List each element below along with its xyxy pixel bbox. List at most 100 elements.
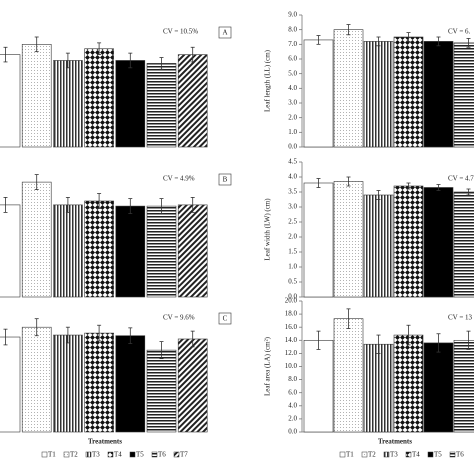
legend-label: T6 bbox=[456, 451, 464, 459]
legend-label: T2 bbox=[368, 451, 376, 459]
legend-swatch bbox=[151, 451, 158, 458]
bar bbox=[115, 60, 146, 148]
bar bbox=[53, 334, 83, 433]
annotation: CV = 9.6% bbox=[163, 314, 195, 322]
annotation: CV = 13 bbox=[448, 314, 473, 322]
legend-swatch bbox=[339, 451, 346, 458]
bar bbox=[393, 36, 424, 148]
y-tick-label: 0.5 bbox=[288, 278, 297, 286]
bar bbox=[84, 332, 114, 433]
panel-label-box bbox=[218, 26, 232, 39]
bar bbox=[115, 205, 146, 298]
bar bbox=[146, 63, 177, 148]
legend-label: T1 bbox=[346, 451, 354, 459]
y-tick-label: 4.0 bbox=[288, 84, 297, 92]
y-tick-label: 0.0 bbox=[288, 143, 297, 151]
bar bbox=[0, 54, 21, 148]
y-tick-label: 1.0 bbox=[288, 263, 297, 271]
legend-swatch bbox=[85, 451, 92, 458]
annotation: CV = 6. bbox=[448, 28, 471, 36]
bar bbox=[53, 60, 83, 148]
bar bbox=[177, 204, 208, 298]
legend-label: T4 bbox=[114, 451, 122, 459]
bar bbox=[423, 41, 454, 148]
y-tick-label: 6.0 bbox=[288, 55, 297, 63]
y-tick-label: 3.0 bbox=[288, 99, 297, 107]
y-tick-label: 0.0 bbox=[288, 293, 297, 301]
annotation: CV = 4.9% bbox=[163, 175, 195, 183]
y-tick-label: 2.0 bbox=[288, 233, 297, 241]
panel-label-box bbox=[218, 173, 232, 186]
legend-swatch bbox=[129, 451, 136, 458]
annotation: CV = 10.5% bbox=[163, 28, 198, 36]
y-tick-label: 0.0 bbox=[288, 428, 297, 436]
y-tick-label: 1.5 bbox=[288, 248, 297, 256]
legend-swatch bbox=[107, 451, 114, 458]
bar bbox=[333, 181, 364, 298]
y-tick-label: 4.0 bbox=[288, 401, 297, 409]
y-tick-label: 8.0 bbox=[288, 375, 297, 383]
bar bbox=[363, 194, 394, 298]
y-tick-label: 1.0 bbox=[288, 128, 297, 136]
legend-label: T5 bbox=[136, 451, 144, 459]
legend-swatch bbox=[405, 451, 412, 458]
y-tick-label: 4.5 bbox=[288, 158, 297, 166]
legend-swatch bbox=[173, 451, 180, 458]
bar bbox=[177, 338, 208, 433]
legend-label: T4 bbox=[412, 451, 420, 459]
legend-swatch bbox=[63, 451, 70, 458]
y-tick-label: 3.0 bbox=[288, 203, 297, 211]
bar bbox=[146, 205, 177, 298]
bar bbox=[84, 200, 114, 298]
bar bbox=[423, 342, 454, 433]
bar bbox=[146, 349, 177, 433]
bar bbox=[84, 48, 114, 148]
bar bbox=[393, 334, 424, 433]
legend-swatch bbox=[383, 451, 390, 458]
y-tick-label: 10.0 bbox=[285, 362, 298, 370]
legend-swatch bbox=[41, 451, 48, 458]
y-tick-label: 7.0 bbox=[288, 40, 297, 48]
y-tick-label: 2.0 bbox=[288, 113, 297, 121]
y-tick-label: 2.5 bbox=[288, 218, 297, 226]
bar bbox=[333, 29, 364, 148]
y-tick-label: 18.0 bbox=[285, 310, 298, 318]
y-tick-label: 2.0 bbox=[288, 415, 297, 423]
bar bbox=[0, 204, 21, 298]
bar bbox=[453, 339, 474, 433]
x-axis-label: Treatments bbox=[378, 438, 412, 446]
legend-label: T2 bbox=[70, 451, 78, 459]
y-tick-label: 9.0 bbox=[288, 11, 297, 19]
legend-label: T5 bbox=[434, 451, 442, 459]
bar bbox=[333, 318, 364, 433]
y-tick-label: 20.0 bbox=[285, 297, 298, 305]
bar bbox=[53, 204, 83, 298]
bar bbox=[177, 54, 208, 148]
legend-label: T3 bbox=[390, 451, 398, 459]
panel-label: C bbox=[223, 315, 228, 323]
legend-label: T7 bbox=[180, 451, 188, 459]
bar bbox=[303, 182, 334, 298]
y-tick-label: 16.0 bbox=[285, 323, 298, 331]
legend-label: T1 bbox=[48, 451, 56, 459]
x-axis-label: Treatments bbox=[88, 438, 122, 446]
y-tick-label: 14.0 bbox=[285, 336, 298, 344]
legend-label: T3 bbox=[92, 451, 100, 459]
panel-label-box bbox=[218, 312, 232, 325]
bar bbox=[453, 191, 474, 298]
legend-swatch bbox=[449, 451, 456, 458]
y-tick-label: 3.5 bbox=[288, 188, 297, 196]
annotation: CV = 4.7 bbox=[448, 175, 474, 183]
panel-label: B bbox=[223, 176, 228, 184]
legend-swatch bbox=[361, 451, 368, 458]
bar bbox=[303, 39, 334, 148]
bar bbox=[21, 181, 52, 298]
y-tick-label: 6.0 bbox=[288, 388, 297, 396]
y-axis-label: Leaf length (LL) (cm) bbox=[264, 49, 272, 112]
bar bbox=[393, 185, 424, 298]
y-axis-label: Leaf width (LW) (cm) bbox=[264, 198, 272, 261]
bar bbox=[21, 44, 52, 148]
bar bbox=[115, 335, 146, 433]
legend-label: T6 bbox=[158, 451, 166, 459]
